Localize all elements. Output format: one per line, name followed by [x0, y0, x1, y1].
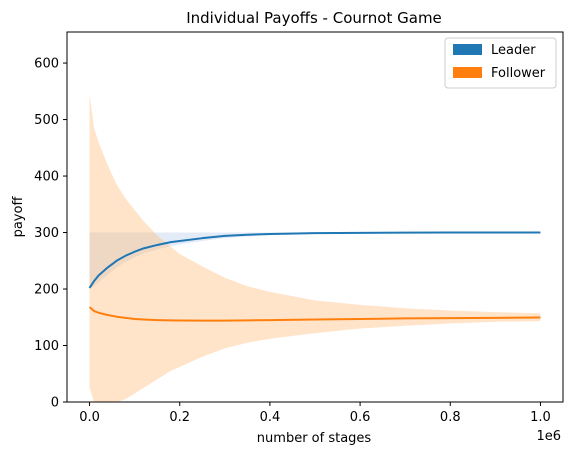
x-tick-label: 0.6	[350, 410, 371, 425]
x-tick-label: 1.0	[530, 410, 551, 425]
series-lines	[88, 231, 541, 322]
legend: Leader Follower	[444, 37, 557, 89]
y-tick-label: 600	[34, 57, 59, 72]
x-tick-label: 0.2	[169, 410, 190, 425]
series-line-leader	[88, 231, 541, 289]
y-tick-label: 200	[34, 283, 59, 298]
x-tick-label: 0.0	[79, 410, 100, 425]
legend-swatch-leader	[453, 44, 482, 55]
plot-frame	[66, 31, 564, 403]
legend-label-follower: Follower	[491, 66, 546, 81]
confidence-bands	[89, 94, 541, 402]
series-line-follower	[88, 306, 541, 322]
y-tick-label: 500	[34, 113, 59, 128]
x-tick-label: 0.4	[260, 410, 281, 425]
y-tick-label: 400	[34, 170, 59, 185]
legend-swatch-follower	[453, 67, 482, 78]
confidence-band-follower	[89, 94, 541, 402]
x-axis-label: number of stages	[257, 431, 372, 446]
y-tick-label: 300	[34, 226, 59, 241]
y-tick-label: 0	[51, 396, 59, 411]
y-axis-ticks: 0 100 200 300 400 500 600	[34, 57, 67, 411]
x-tick-label: 0.8	[440, 410, 461, 425]
chart-title: Individual Payoffs - Cournot Game	[186, 9, 442, 27]
confidence-band-leader	[89, 232, 541, 290]
y-tick-label: 100	[34, 339, 59, 354]
legend-label-leader: Leader	[491, 43, 536, 58]
y-axis-label: payoff	[11, 196, 26, 238]
x-axis-ticks: 0.0 0.2 0.4 0.6 0.8 1.0	[79, 402, 551, 425]
x-axis-offset-label: 1e6	[536, 429, 561, 444]
